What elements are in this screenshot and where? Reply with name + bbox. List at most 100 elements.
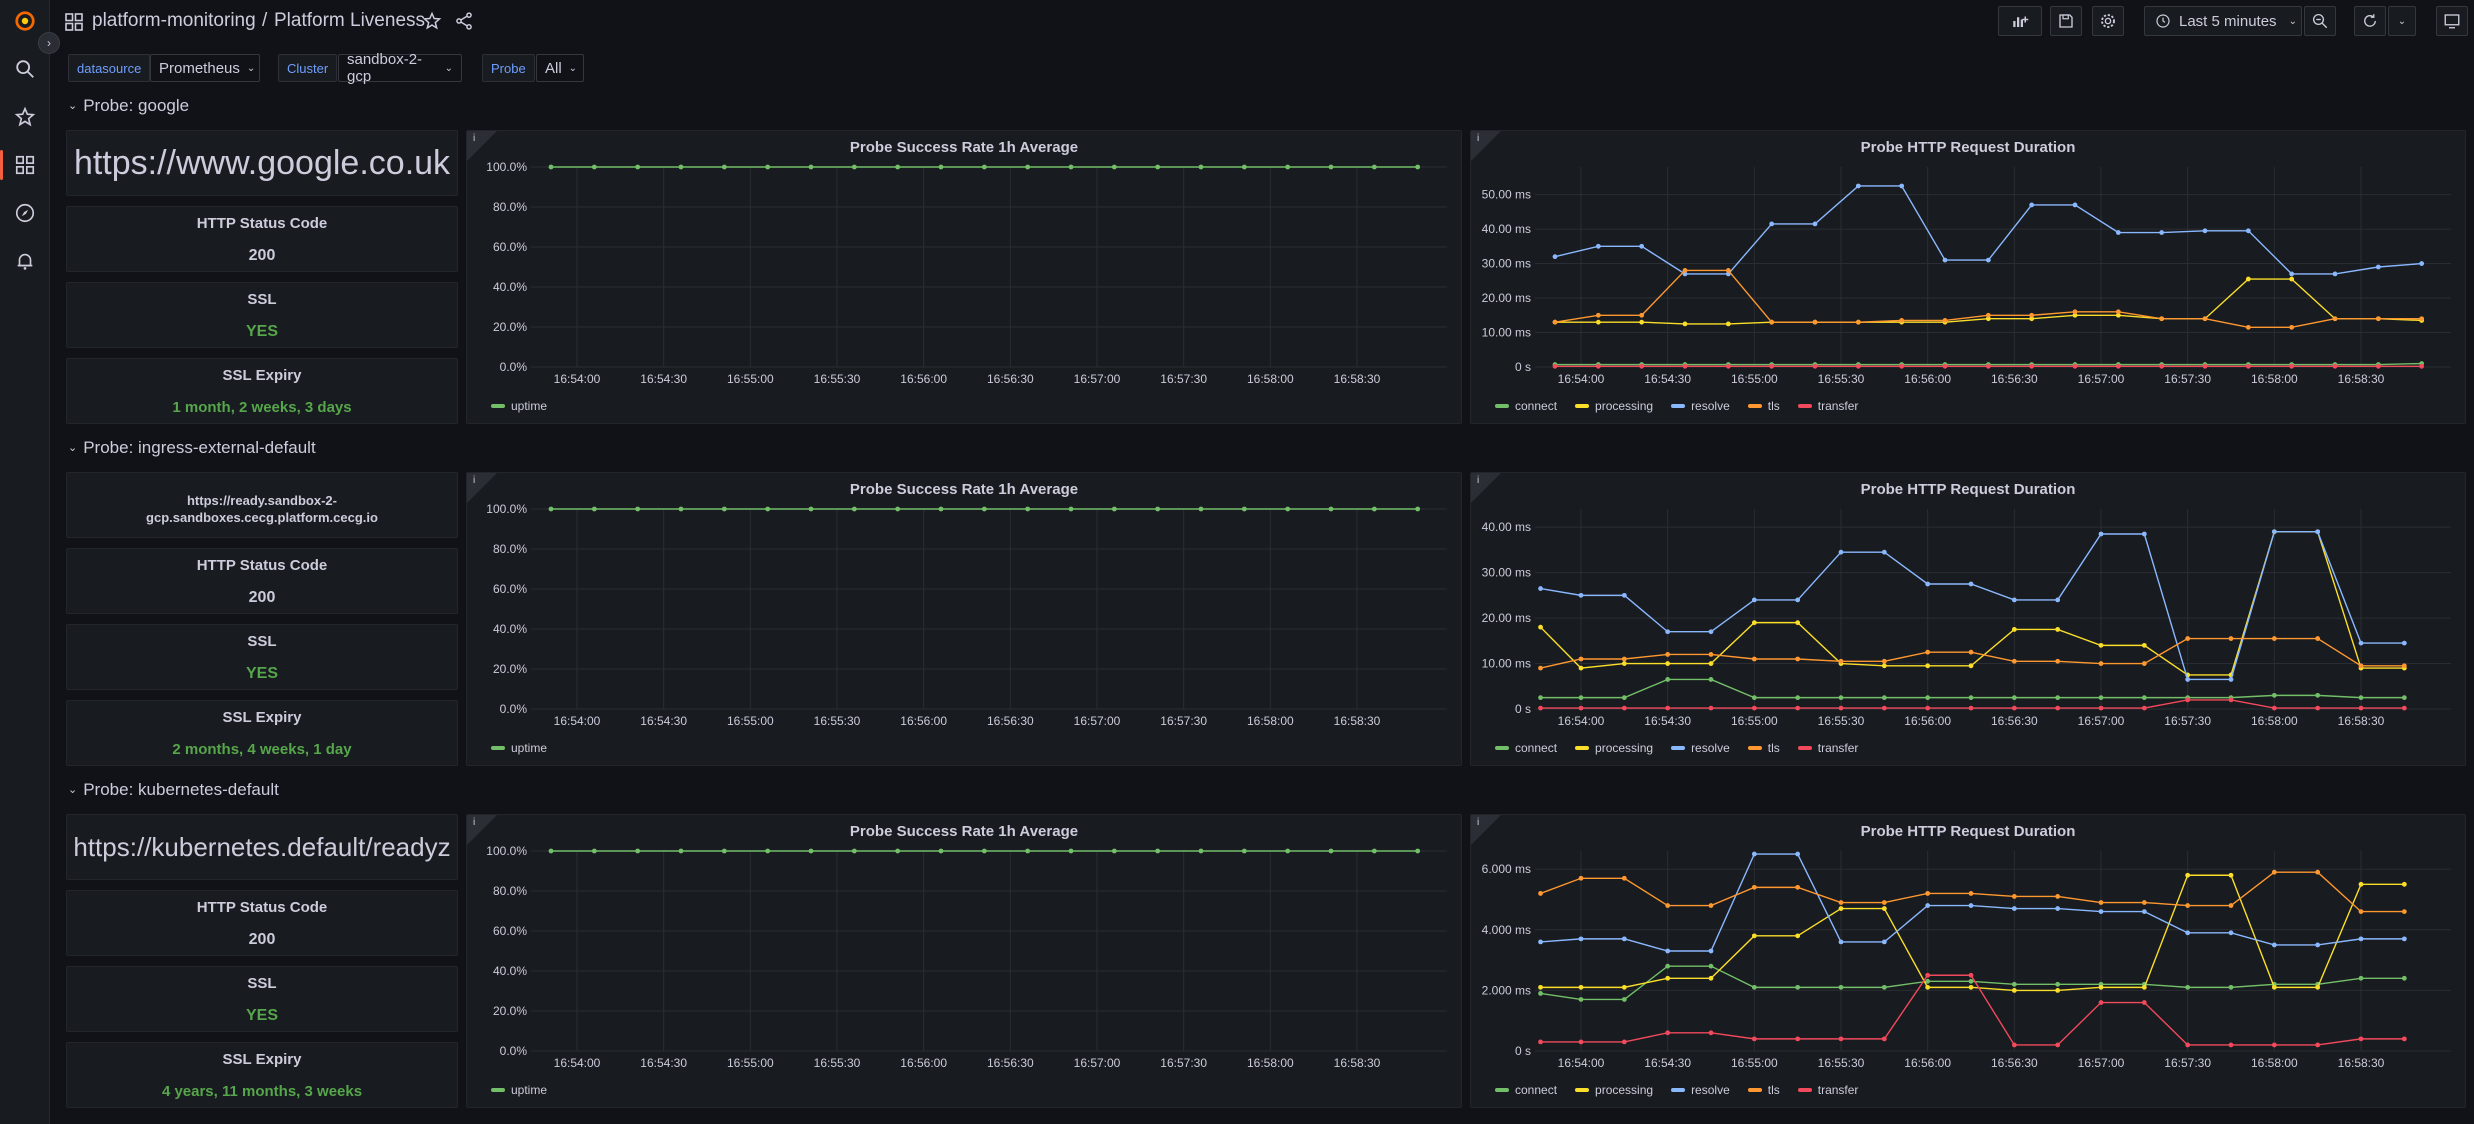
data-point-processing[interactable] [1621, 984, 1627, 990]
data-point-uptime[interactable] [1285, 164, 1291, 170]
variable-select-cluster[interactable]: sandbox-2-gcp ⌄ [338, 51, 462, 85]
data-point-uptime[interactable] [721, 848, 727, 854]
data-point-uptime[interactable] [1111, 506, 1117, 512]
data-point-connect[interactable] [1881, 984, 1887, 990]
data-point-resolve[interactable] [1665, 629, 1671, 635]
data-point-transfer[interactable] [2115, 363, 2121, 369]
data-point-connect[interactable] [1968, 695, 1974, 701]
success-rate-chart[interactable]: 100.0% 80.0% 60.0% 40.0% 20.0% 0.0% 16:54:00 16… [467, 473, 1462, 766]
data-point-uptime[interactable] [1371, 848, 1377, 854]
ssl-expiry-panel[interactable]: SSL Expiry 4 years, 11 months, 3 weeks [66, 1042, 458, 1108]
data-point-tls[interactable] [2185, 636, 2191, 641]
data-point-processing[interactable] [1639, 319, 1645, 325]
data-point-processing[interactable] [2401, 881, 2407, 887]
data-point-transfer[interactable] [1639, 363, 1645, 369]
view-mode-button[interactable] [2436, 6, 2468, 36]
data-point-transfer[interactable] [1708, 1030, 1714, 1036]
data-point-connect[interactable] [1665, 963, 1671, 969]
data-point-processing[interactable] [1665, 975, 1671, 981]
data-point-processing[interactable] [1795, 620, 1801, 626]
row-header-google[interactable]: ⌄ Probe: google [68, 96, 189, 116]
data-point-resolve[interactable] [2185, 677, 2191, 682]
legend-item-transfer[interactable]: transfer [1797, 1083, 1858, 1097]
data-point-tls[interactable] [1968, 649, 1974, 655]
data-point-resolve[interactable] [2315, 942, 2321, 948]
data-point-tls[interactable] [1925, 891, 1931, 896]
data-point-processing[interactable] [2055, 987, 2061, 993]
data-point-resolve[interactable] [1538, 586, 1543, 591]
data-point-tls[interactable] [2271, 636, 2277, 641]
data-point-resolve[interactable] [1925, 903, 1931, 908]
data-point-tls[interactable] [2401, 909, 2407, 915]
data-point-transfer[interactable] [1751, 1036, 1757, 1042]
data-point-uptime[interactable] [635, 506, 641, 512]
request-duration-panel[interactable]: i Probe HTTP Request Duration 50.00 ms 40… [1470, 130, 2466, 424]
data-point-tls[interactable] [1639, 312, 1645, 318]
info-icon[interactable]: i [473, 817, 476, 828]
data-point-tls[interactable] [1881, 900, 1887, 905]
data-point-transfer[interactable] [1538, 1039, 1543, 1045]
zoom-out-button[interactable] [2304, 6, 2336, 36]
data-point-tls[interactable] [1899, 318, 1905, 323]
data-point-connect[interactable] [1708, 677, 1714, 682]
data-point-resolve[interactable] [2358, 640, 2364, 646]
data-point-tls[interactable] [2141, 900, 2147, 905]
data-point-uptime[interactable] [1328, 506, 1334, 512]
data-point-connect[interactable] [1881, 695, 1887, 701]
data-point-resolve[interactable] [2098, 531, 2104, 537]
data-point-tls[interactable] [2315, 636, 2321, 641]
data-point-processing[interactable] [2245, 276, 2251, 282]
data-point-connect[interactable] [2401, 975, 2407, 981]
data-point-tls[interactable] [1708, 652, 1714, 657]
data-point-uptime[interactable] [895, 848, 901, 854]
data-point-uptime[interactable] [635, 164, 641, 170]
data-point-tls[interactable] [1795, 884, 1801, 890]
probe-url-panel[interactable]: https://www.google.co.uk [66, 130, 458, 196]
data-point-transfer[interactable] [1795, 1036, 1801, 1042]
data-point-uptime[interactable] [981, 164, 987, 170]
data-point-resolve[interactable] [1925, 581, 1931, 587]
data-point-uptime[interactable] [851, 506, 857, 512]
data-point-uptime[interactable] [938, 848, 944, 854]
data-point-connect[interactable] [1968, 978, 1974, 984]
row-header-kubernetes-default[interactable]: ⌄ Probe: kubernetes-default [68, 780, 279, 800]
data-point-resolve[interactable] [1708, 948, 1714, 954]
info-icon[interactable]: i [473, 133, 476, 144]
data-point-transfer[interactable] [1925, 705, 1931, 711]
data-point-connect[interactable] [1708, 963, 1714, 969]
data-point-resolve[interactable] [2271, 942, 2277, 948]
data-point-tls[interactable] [1621, 656, 1627, 662]
data-point-transfer[interactable] [2098, 1000, 2104, 1005]
data-point-tls[interactable] [2185, 903, 2191, 908]
data-point-transfer[interactable] [1769, 363, 1775, 369]
data-point-connect[interactable] [1538, 695, 1543, 701]
data-point-transfer[interactable] [1968, 705, 1974, 711]
data-point-resolve[interactable] [1538, 939, 1543, 945]
data-point-tls[interactable] [1578, 656, 1584, 662]
data-point-uptime[interactable] [895, 164, 901, 170]
data-point-resolve[interactable] [2245, 228, 2251, 234]
refresh-button[interactable] [2354, 6, 2386, 36]
data-point-resolve[interactable] [1855, 183, 1861, 189]
request-duration-chart[interactable]: 40.00 ms 30.00 ms 20.00 ms 10.00 ms 0 s 16:54… [1471, 473, 2466, 766]
data-point-transfer[interactable] [2072, 363, 2078, 369]
data-point-processing[interactable] [2055, 627, 2061, 632]
data-point-processing[interactable] [1595, 319, 1601, 325]
data-point-uptime[interactable] [1111, 848, 1117, 854]
data-point-uptime[interactable] [1155, 506, 1161, 512]
data-point-uptime[interactable] [1241, 164, 1247, 170]
data-point-resolve[interactable] [2141, 909, 2147, 915]
data-point-uptime[interactable] [1415, 506, 1421, 512]
data-point-transfer[interactable] [2332, 363, 2338, 369]
data-point-tls[interactable] [1838, 900, 1844, 905]
dashboard-title[interactable]: Platform Liveness [274, 10, 426, 31]
data-point-uptime[interactable] [765, 164, 771, 170]
data-point-uptime[interactable] [938, 164, 944, 170]
data-point-processing[interactable] [2098, 984, 2104, 990]
data-point-resolve[interactable] [2202, 228, 2208, 234]
data-point-processing[interactable] [2011, 627, 2017, 632]
data-point-tls[interactable] [2011, 658, 2017, 664]
data-point-processing[interactable] [2185, 872, 2191, 878]
data-point-tls[interactable] [2055, 658, 2061, 664]
data-point-transfer[interactable] [1899, 363, 1905, 369]
